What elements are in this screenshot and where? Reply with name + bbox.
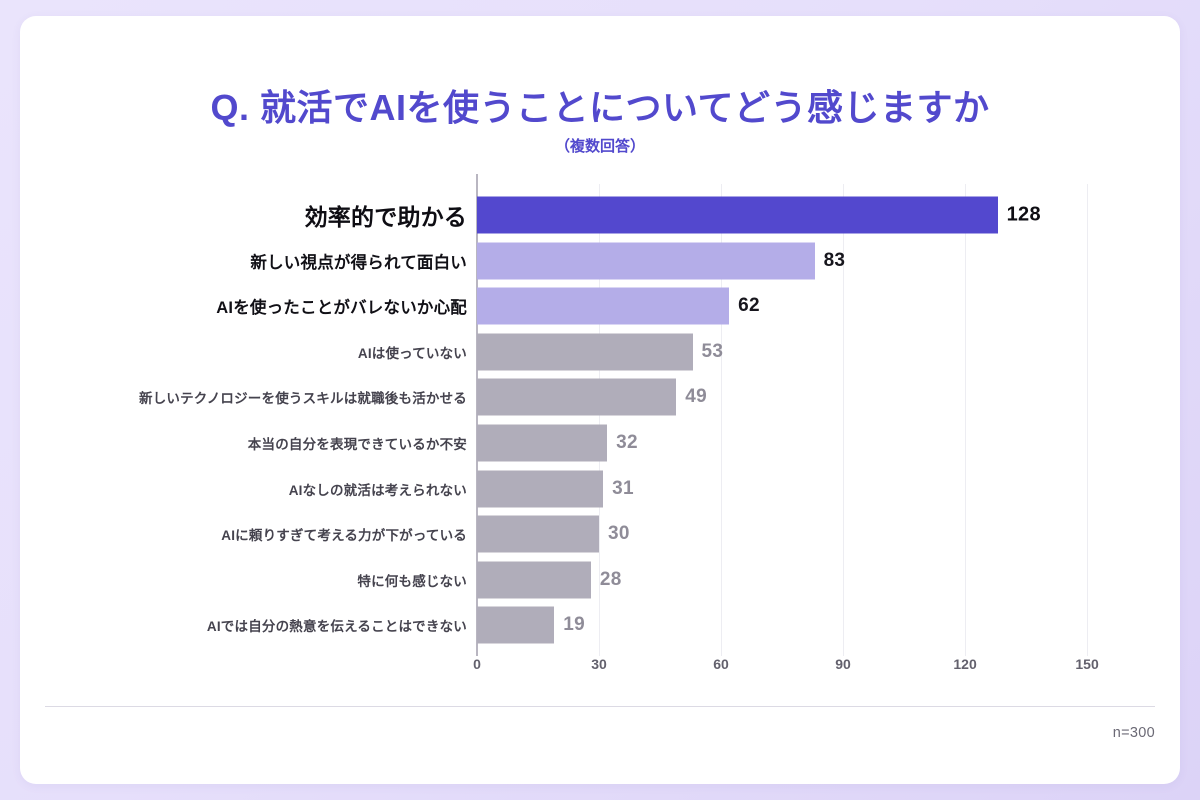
bar: [477, 196, 998, 234]
value-label: 62: [738, 295, 760, 317]
category-label: AIは使っていない: [357, 345, 467, 361]
bar-track: 31: [477, 466, 1155, 512]
x-tick-label: 60: [713, 656, 729, 673]
bar-track: 19: [477, 603, 1155, 649]
bar: [477, 515, 599, 553]
gridline: [1087, 184, 1089, 657]
chart-card: Q. 就活でAIを使うことについてどう感じますか （複数回答） 効率的で助かる 1…: [20, 16, 1180, 784]
chart-subtitle: （複数回答）: [554, 138, 645, 156]
x-tick-label: 120: [953, 656, 977, 673]
value-label: 31: [612, 477, 634, 499]
bar: [477, 242, 815, 280]
bar-track: 49: [477, 375, 1155, 421]
bar-row: AIなしの就活は考えられない 31: [45, 466, 1155, 512]
bar: [477, 606, 555, 644]
chart-title: Q. 就活でAIを使うことについてどう感じますか: [210, 87, 990, 128]
category-label: AIに頼りすぎて考える力が下がっている: [221, 528, 467, 544]
gridline: [843, 184, 845, 657]
gridline: [599, 184, 600, 657]
category-label: 効率的で助かる: [304, 203, 467, 230]
bar: [477, 561, 591, 599]
bar-track: 83: [477, 238, 1155, 284]
x-tick-label: 90: [835, 656, 851, 673]
bar-row: AIを使ったことがバレないか心配 62: [45, 283, 1155, 329]
sample-size-note: n=300: [1112, 725, 1155, 742]
value-label: 19: [563, 614, 585, 636]
bar: [477, 378, 677, 416]
category-label: AIなしの就活は考えられない: [288, 482, 467, 498]
value-label: 49: [685, 386, 708, 408]
x-axis-ticks: 0 30 60 90 120 150: [473, 648, 1155, 674]
bar-rows: 効率的で助かる 128 新しい視点が得られて面白い 83 AIを使ったことがバレないか心…: [45, 192, 1155, 648]
category-label: AIを使ったことがバレないか心配: [216, 299, 467, 318]
bar-track: 30: [477, 511, 1155, 557]
bar-track: 128: [477, 192, 1155, 238]
value-label: 83: [823, 249, 846, 271]
bar-chart: 効率的で助かる 128 新しい視点が得られて面白い 83 AIを使ったことがバレないか心…: [45, 174, 1155, 674]
bar-row: 効率的で助かる 128: [45, 192, 1155, 238]
bar: [477, 333, 693, 371]
bar-row: 特に何も感じない 28: [45, 557, 1155, 603]
x-tick-label: 0: [473, 656, 481, 673]
bar-row: AIは使っていない 53: [45, 329, 1155, 375]
bar-track: 62: [477, 283, 1155, 329]
value-label: 32: [616, 431, 638, 453]
category-label: 新しいテクノロジーを使うスキルは就職後も活かせる: [139, 391, 467, 407]
bar-track: 32: [477, 420, 1155, 466]
bar-row: 新しい視点が得られて面白い 83: [45, 238, 1155, 284]
bar-track: 53: [477, 329, 1155, 375]
category-label: 特に何も感じない: [357, 573, 467, 589]
bar: [477, 470, 604, 508]
bar-track: 28: [477, 557, 1155, 603]
gridline: [965, 184, 967, 657]
category-label: AIでは自分の熱意を伝えることはできない: [206, 619, 467, 635]
bar-row: AIでは自分の熱意を伝えることはできない 19: [45, 603, 1155, 649]
category-label: 新しい視点が得られて面白い: [250, 253, 467, 272]
bar: [477, 287, 730, 325]
value-label: 28: [599, 568, 622, 590]
bar-row: 本当の自分を表現できているか不安 32: [45, 420, 1155, 466]
bar-row: 新しいテクノロジーを使うスキルは就職後も活かせる 49: [45, 375, 1155, 421]
x-tick-label: 150: [1075, 656, 1099, 673]
bar: [477, 424, 608, 462]
bar-row: AIに頼りすぎて考える力が下がっている 30: [45, 511, 1155, 557]
value-label: 128: [1006, 203, 1041, 226]
footer-divider: [45, 706, 1155, 708]
category-label: 本当の自分を表現できているか不安: [247, 436, 467, 452]
gridline: [721, 184, 723, 657]
value-label: 53: [701, 340, 724, 362]
x-tick-label: 30: [591, 656, 607, 673]
value-label: 30: [608, 523, 630, 545]
